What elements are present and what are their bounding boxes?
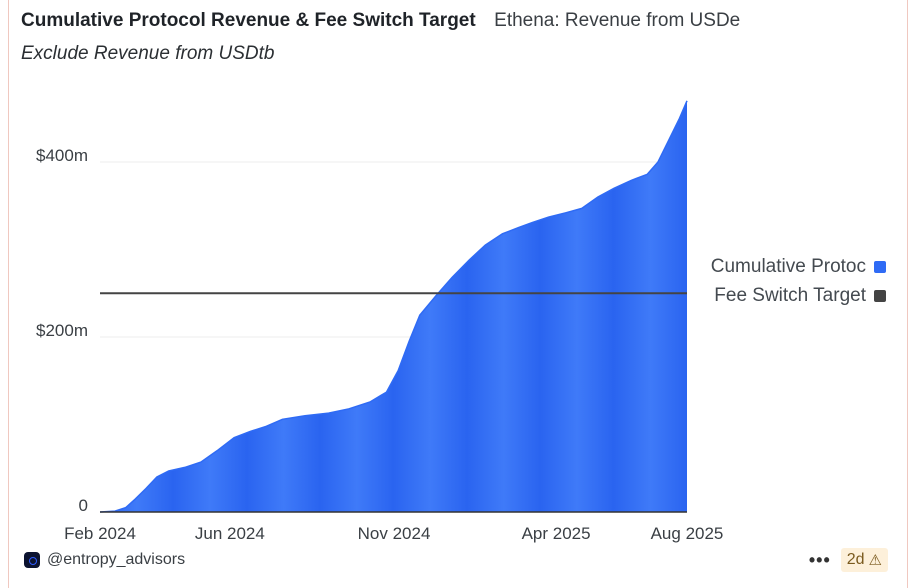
x-tick-label: Jun 2024	[195, 524, 265, 543]
y-tick-label: $400m	[36, 146, 88, 165]
revenue-line	[99, 100, 688, 513]
chart-footer-actions: ••• 2d ⚠	[809, 548, 888, 572]
chart-header: Cumulative Protocol Revenue & Fee Switch…	[21, 10, 740, 32]
chart-card	[8, 0, 908, 588]
chart-source-label: Ethena: Revenue from USDe	[494, 10, 741, 31]
legend-item-fee-switch[interactable]: Fee Switch Target	[700, 281, 886, 310]
chart-legend: Cumulative Protoc Fee Switch Target	[700, 252, 886, 310]
y-tick-label: $200m	[36, 321, 88, 340]
data-age: 2d	[846, 551, 865, 568]
legend-label-revenue: Cumulative Protoc	[710, 255, 866, 277]
x-tick-label: Nov 2024	[358, 524, 431, 543]
legend-swatch-revenue	[874, 260, 886, 273]
x-tick-label: Feb 2024	[64, 524, 136, 543]
revenue-area	[100, 100, 687, 513]
warning-icon: ⚠	[868, 552, 882, 569]
y-tick-label: 0	[79, 496, 88, 515]
legend-swatch-fee-switch	[874, 289, 886, 302]
chart-subtitle: Exclude Revenue from USDtb	[21, 43, 275, 64]
legend-item-revenue[interactable]: Cumulative Protoc	[700, 252, 886, 281]
entropy-logo-icon	[24, 552, 40, 568]
legend-label-fee-switch: Fee Switch Target	[714, 284, 866, 306]
stale-data-badge[interactable]: 2d ⚠	[840, 548, 888, 572]
chart-title: Cumulative Protocol Revenue & Fee Switch…	[21, 10, 476, 31]
x-tick-label: Apr 2025	[522, 524, 591, 543]
more-options-icon[interactable]: •••	[808, 549, 831, 570]
x-tick-label: Aug 2025	[651, 524, 724, 543]
author-handle: @entropy_advisors	[47, 551, 186, 568]
author-attribution[interactable]: @entropy_advisors	[24, 551, 185, 569]
